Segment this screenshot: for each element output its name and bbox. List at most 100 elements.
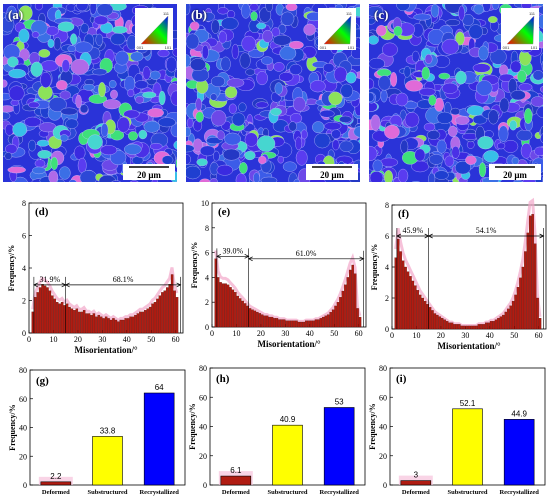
x-tick-label: 40 bbox=[306, 329, 314, 338]
grain bbox=[396, 4, 411, 12]
grain bbox=[378, 75, 391, 91]
grain bbox=[369, 35, 379, 45]
grain bbox=[127, 88, 135, 98]
histogram-bar bbox=[339, 297, 342, 328]
grain bbox=[510, 89, 526, 101]
y-tick-label: 4 bbox=[205, 273, 209, 282]
grain bbox=[201, 44, 209, 60]
grain bbox=[250, 11, 258, 22]
histogram-bar bbox=[153, 301, 157, 334]
grain bbox=[395, 92, 409, 107]
grain bbox=[216, 130, 225, 141]
y-tick-label: 6 bbox=[22, 232, 26, 241]
grain bbox=[404, 112, 420, 128]
y-tick-label: 10 bbox=[201, 199, 209, 208]
grain bbox=[138, 129, 148, 140]
y-tick-label: 40 bbox=[19, 424, 27, 433]
y-tick-label: 80 bbox=[19, 366, 27, 375]
x-tick-label: 0 bbox=[390, 331, 394, 340]
grain bbox=[309, 80, 326, 93]
grain bbox=[255, 101, 269, 109]
grain bbox=[115, 50, 130, 66]
grain bbox=[285, 4, 298, 12]
histogram-bar bbox=[300, 321, 303, 328]
grain bbox=[256, 71, 268, 86]
histogram-bar bbox=[139, 311, 142, 334]
histogram-bar bbox=[458, 324, 461, 330]
grain bbox=[149, 142, 163, 150]
scale-bar-label: 20 μm bbox=[320, 170, 344, 180]
grain bbox=[253, 172, 260, 182]
grain bbox=[166, 56, 177, 73]
y-tick-label: 20 bbox=[19, 452, 27, 461]
x-tick-label: 60 bbox=[535, 331, 543, 340]
grain bbox=[30, 61, 43, 77]
ipf-label-111: 111 bbox=[529, 11, 536, 16]
panel-label: (f) bbox=[398, 208, 409, 220]
annotation-label: 39.0% bbox=[222, 246, 243, 255]
histogram-bar bbox=[214, 258, 218, 328]
y-tick-label: 60 bbox=[199, 393, 207, 402]
grain bbox=[472, 63, 491, 73]
scale-bar-label: 20 μm bbox=[503, 170, 527, 180]
histogram-bar bbox=[341, 290, 345, 328]
grain bbox=[102, 99, 121, 110]
grain bbox=[238, 162, 248, 174]
histogram-bar bbox=[168, 284, 171, 334]
grain bbox=[447, 125, 458, 137]
histogram-bar bbox=[265, 315, 269, 328]
grain bbox=[18, 5, 33, 21]
histogram-bar bbox=[287, 320, 291, 328]
histogram-bar bbox=[312, 320, 315, 328]
grain bbox=[454, 160, 471, 175]
grain bbox=[270, 107, 282, 116]
grain bbox=[186, 33, 200, 50]
grain bbox=[38, 49, 51, 58]
grain bbox=[411, 181, 421, 182]
histogram-bar bbox=[99, 316, 103, 334]
grain bbox=[96, 4, 114, 17]
grain bbox=[7, 56, 19, 68]
histogram-bar bbox=[260, 314, 264, 328]
histogram-bar bbox=[136, 313, 140, 334]
histogram-bar bbox=[221, 283, 225, 328]
grain bbox=[397, 168, 409, 182]
grain bbox=[319, 109, 335, 118]
panel-label: (e) bbox=[218, 206, 231, 218]
histogram-bar bbox=[251, 309, 254, 328]
histogram-bar bbox=[450, 322, 454, 330]
grain bbox=[211, 19, 220, 34]
grain bbox=[31, 31, 40, 38]
y-tick-label: 80 bbox=[379, 364, 387, 373]
category-bar bbox=[92, 436, 123, 486]
histogram-bar bbox=[438, 316, 442, 330]
grain bbox=[3, 79, 8, 88]
grain bbox=[541, 60, 543, 71]
histogram-bar bbox=[163, 290, 167, 334]
histogram-bar bbox=[482, 324, 486, 330]
grain bbox=[265, 4, 274, 13]
histogram-bar bbox=[356, 308, 359, 328]
grain bbox=[426, 130, 441, 140]
grain bbox=[516, 70, 527, 83]
ipf-triangle bbox=[506, 15, 535, 45]
grain bbox=[98, 82, 106, 98]
grain bbox=[277, 155, 285, 164]
histogram-bar bbox=[224, 283, 227, 328]
grain bbox=[428, 154, 444, 165]
y-axis-label: Frequency/% bbox=[190, 242, 199, 289]
histogram-bar bbox=[409, 276, 412, 330]
grain bbox=[228, 103, 237, 114]
histogram-bar bbox=[411, 280, 415, 330]
histogram-bar bbox=[472, 325, 476, 330]
grain bbox=[235, 173, 247, 182]
y-tick-label: 8 bbox=[385, 201, 389, 210]
grain bbox=[192, 138, 203, 153]
grain bbox=[369, 17, 376, 25]
grain bbox=[369, 92, 375, 102]
x-tick-label: 0 bbox=[210, 329, 214, 338]
bar-value-label: 52.1 bbox=[460, 399, 476, 408]
grain bbox=[244, 132, 258, 147]
grain bbox=[108, 79, 117, 89]
